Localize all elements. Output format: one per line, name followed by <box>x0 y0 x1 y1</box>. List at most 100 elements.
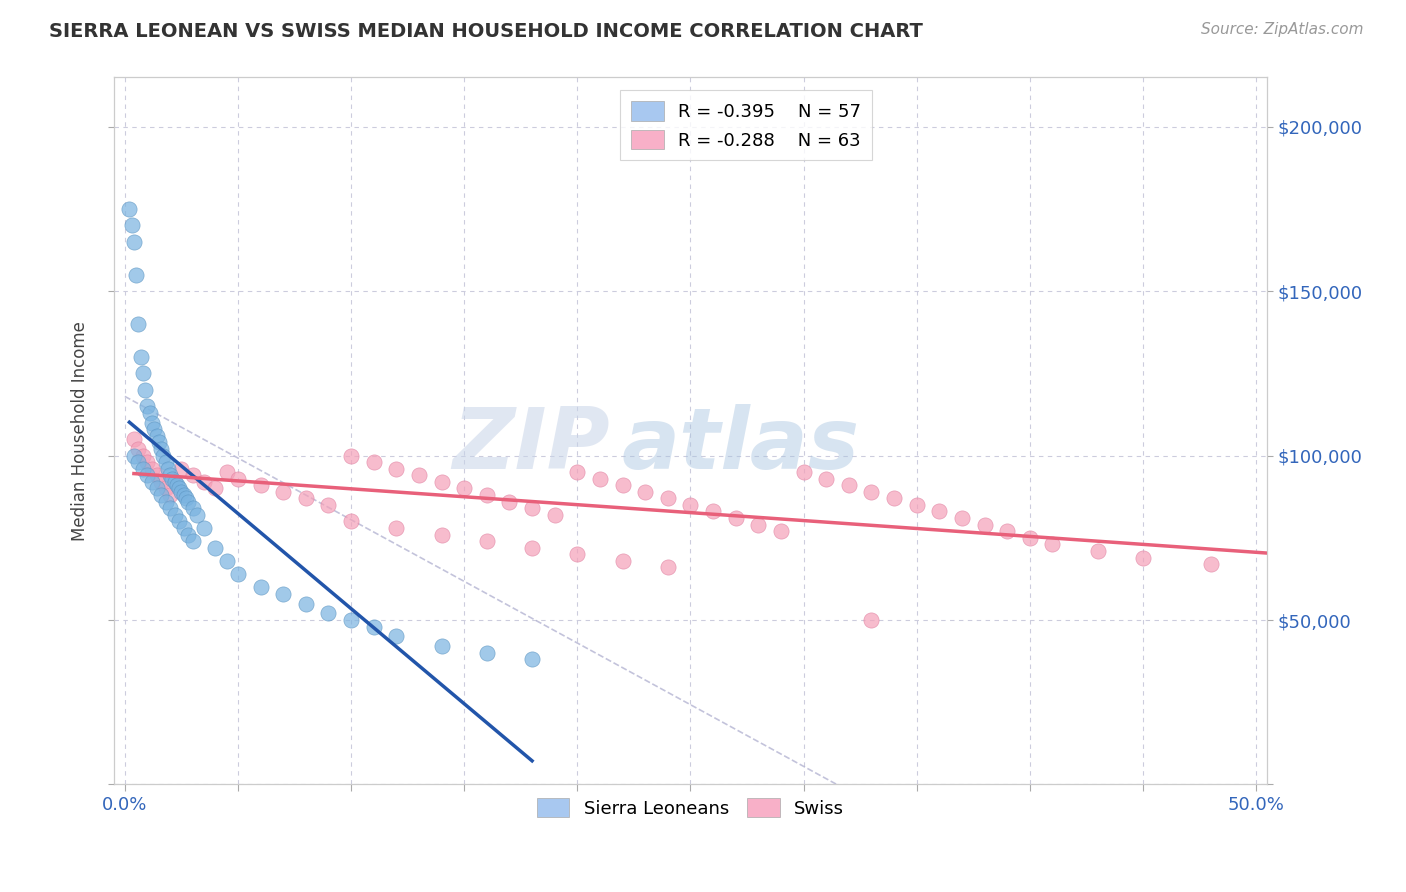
Text: ZIP: ZIP <box>453 403 610 486</box>
Point <box>121 219 143 233</box>
Point <box>226 566 249 581</box>
Point <box>163 475 186 489</box>
Point <box>181 468 204 483</box>
Point <box>167 514 190 528</box>
Point <box>139 406 162 420</box>
Text: SIERRA LEONEAN VS SWISS MEDIAN HOUSEHOLD INCOME CORRELATION CHART: SIERRA LEONEAN VS SWISS MEDIAN HOUSEHOLD… <box>49 22 924 41</box>
Point <box>318 607 340 621</box>
Point <box>1087 544 1109 558</box>
Point <box>249 580 271 594</box>
Point <box>152 449 174 463</box>
Point <box>747 517 769 532</box>
Point <box>295 597 318 611</box>
Point <box>340 449 363 463</box>
Point <box>475 534 498 549</box>
Point <box>159 468 181 483</box>
Point <box>950 511 973 525</box>
Point <box>520 652 543 666</box>
Point <box>1132 550 1154 565</box>
Point <box>612 478 634 492</box>
Point <box>132 462 155 476</box>
Point <box>363 455 385 469</box>
Point <box>679 498 702 512</box>
Point <box>155 494 177 508</box>
Point <box>408 468 430 483</box>
Point <box>860 484 883 499</box>
Point <box>567 465 589 479</box>
Point <box>141 475 163 489</box>
Point <box>162 472 184 486</box>
Point <box>793 465 815 479</box>
Point <box>520 501 543 516</box>
Point <box>136 468 159 483</box>
Point <box>193 475 215 489</box>
Point <box>125 268 148 282</box>
Point <box>132 367 155 381</box>
Point <box>589 472 612 486</box>
Point <box>181 534 204 549</box>
Point <box>204 482 226 496</box>
Point <box>136 455 159 469</box>
Point <box>136 399 159 413</box>
Point <box>249 478 271 492</box>
Point <box>657 491 679 506</box>
Point <box>127 317 149 331</box>
Point <box>215 554 238 568</box>
Point <box>145 482 167 496</box>
Point <box>145 429 167 443</box>
Point <box>193 521 215 535</box>
Point <box>141 462 163 476</box>
Point <box>167 482 190 496</box>
Point <box>860 613 883 627</box>
Point <box>724 511 747 525</box>
Point <box>905 498 928 512</box>
Point <box>170 484 193 499</box>
Point <box>363 619 385 633</box>
Point <box>928 504 950 518</box>
Point <box>453 482 475 496</box>
Point <box>166 478 188 492</box>
Point <box>520 541 543 555</box>
Point <box>498 494 520 508</box>
Point <box>134 383 156 397</box>
Text: atlas: atlas <box>621 403 859 486</box>
Point <box>118 202 141 216</box>
Point <box>150 475 173 489</box>
Point <box>173 488 195 502</box>
Point <box>177 527 200 541</box>
Point <box>838 478 860 492</box>
Point <box>174 491 197 506</box>
Point <box>148 435 170 450</box>
Point <box>159 488 181 502</box>
Point <box>318 498 340 512</box>
Point <box>155 482 177 496</box>
Point <box>430 475 453 489</box>
Point <box>177 494 200 508</box>
Point <box>430 527 453 541</box>
Point <box>815 472 838 486</box>
Point <box>271 484 294 499</box>
Point <box>295 491 318 506</box>
Point <box>143 422 166 436</box>
Point <box>340 613 363 627</box>
Point <box>973 517 995 532</box>
Point <box>995 524 1018 539</box>
Point <box>156 462 179 476</box>
Point <box>1199 557 1222 571</box>
Point <box>127 442 149 456</box>
Point <box>883 491 905 506</box>
Point <box>340 514 363 528</box>
Point <box>634 484 657 499</box>
Point <box>702 504 724 518</box>
Point <box>612 554 634 568</box>
Point <box>385 462 408 476</box>
Point <box>186 508 208 522</box>
Point <box>122 235 145 249</box>
Point <box>271 587 294 601</box>
Point <box>150 488 173 502</box>
Point <box>159 501 181 516</box>
Point <box>1018 531 1040 545</box>
Legend: Sierra Leoneans, Swiss: Sierra Leoneans, Swiss <box>530 790 851 825</box>
Point <box>769 524 792 539</box>
Point <box>430 640 453 654</box>
